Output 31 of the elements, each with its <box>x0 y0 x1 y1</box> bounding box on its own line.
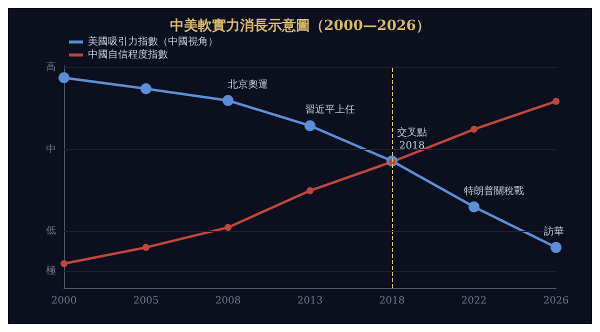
annotation: 訪華 <box>544 225 564 238</box>
point <box>224 224 232 231</box>
point <box>58 72 70 84</box>
x-tick-label: 2026 <box>543 296 569 306</box>
x-tick-label: 2022 <box>461 296 487 306</box>
point <box>550 242 562 253</box>
ref-line-label: 極 <box>46 264 56 277</box>
x-tick-label: 2005 <box>133 296 159 306</box>
ref-line-label: 高 <box>46 60 56 73</box>
annotation: 習近平上任 <box>305 104 355 116</box>
x-tick-label: 2018 <box>379 296 405 306</box>
x-tick-label: 2008 <box>215 296 241 306</box>
legend-label: 美國吸引力指數（中國視角） <box>88 36 218 48</box>
ref-line-label: 中 <box>46 142 56 155</box>
x-tick-label: 2000 <box>51 296 77 306</box>
point <box>304 120 316 132</box>
point <box>470 126 478 133</box>
chart-title: 中美軟實力消長示意圖（2000—2026） <box>170 17 430 34</box>
annotation: 交叉點 2018 <box>397 126 427 152</box>
point <box>60 260 68 268</box>
point <box>140 83 152 94</box>
point <box>306 187 314 194</box>
point <box>552 98 560 105</box>
annotation: 北京奧運 <box>228 78 268 90</box>
ref-line-label: 低 <box>46 226 56 237</box>
legend-label: 中國自信程度指數 <box>88 48 168 60</box>
annotation: 特朗普關稅戰 <box>464 184 524 197</box>
point <box>142 244 150 251</box>
x-tick-label: 2013 <box>297 296 323 306</box>
point <box>468 201 480 212</box>
point <box>222 94 234 106</box>
